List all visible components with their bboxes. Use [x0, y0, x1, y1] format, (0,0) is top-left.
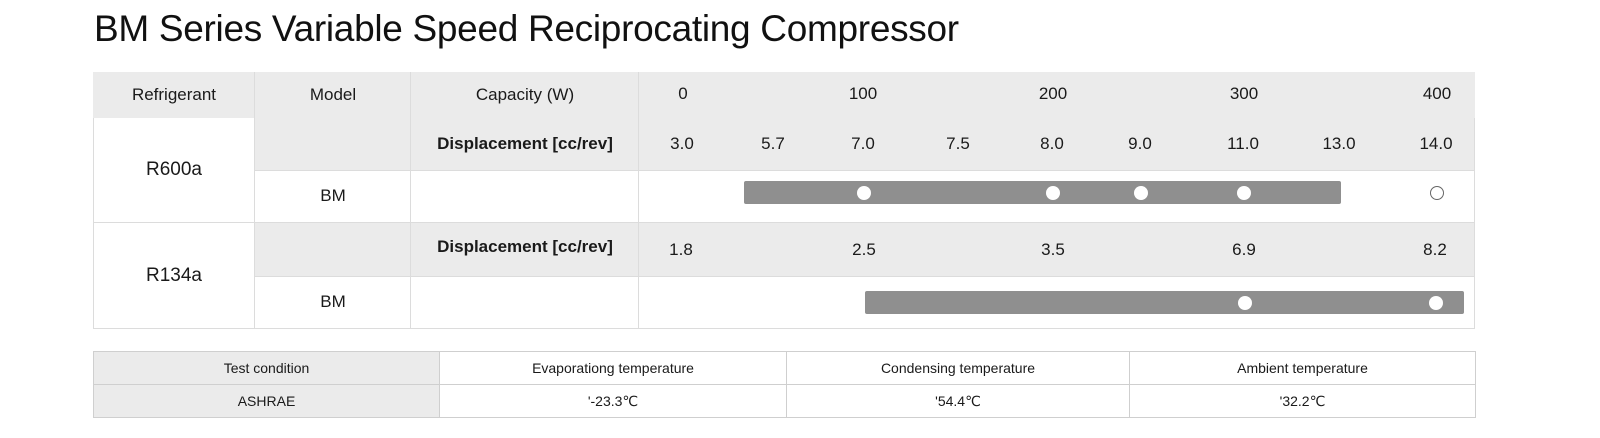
- r134a-refrigerant-cell: [93, 222, 255, 329]
- displacement-tick: 8.2: [1423, 240, 1447, 259]
- model-developing-dot: [1430, 186, 1444, 200]
- displacement-tick: 7.5: [946, 134, 970, 153]
- test-condition-header-row: Test condition Evaporationg temperature …: [93, 351, 1476, 385]
- displacement-tick: 13.0: [1322, 134, 1356, 153]
- model-available-dot: [1429, 296, 1443, 310]
- test-condition-header: Test condition: [93, 351, 440, 385]
- grid-line: [255, 276, 1475, 277]
- capacity-tick: 300: [1229, 84, 1259, 103]
- displacement-tick: 8.0: [1040, 134, 1064, 153]
- capacity-tick: 0: [678, 84, 688, 103]
- model-header: Model: [309, 85, 357, 104]
- grid-line: [254, 72, 255, 329]
- model-available-dot: [857, 186, 871, 200]
- capacity-scale: 0 100 200 300 400: [93, 72, 1475, 118]
- r134a-displacement-row: [255, 222, 1475, 276]
- displacement-tick: 6.9: [1232, 240, 1256, 259]
- displacement-label: Displacement [cc/rev]: [437, 134, 613, 153]
- grid-line: [1474, 118, 1475, 329]
- grid-line: [255, 170, 1475, 171]
- grid-line: [410, 72, 411, 329]
- range-r134a: [93, 276, 1475, 329]
- displacement-tick: 1.8: [669, 240, 693, 259]
- condensing-value: '54.4℃: [786, 384, 1130, 418]
- displacement-label: Displacement [cc/rev]: [437, 237, 613, 256]
- evaporating-value: '-23.3℃: [439, 384, 787, 418]
- displacement-tick: 11.0: [1227, 134, 1259, 153]
- page-title: BM Series Variable Speed Reciprocating C…: [94, 8, 959, 49]
- refrigerant-r134a: R134a: [146, 264, 202, 286]
- grid-line: [93, 328, 1475, 329]
- model-bm-r600a: BM: [320, 186, 346, 205]
- capacity-range-bar: [865, 291, 1464, 314]
- displacement-tick: 3.5: [1041, 240, 1065, 259]
- range-r600a: [93, 170, 1475, 222]
- displacement-tick: 5.7: [761, 134, 785, 153]
- refrigerant-header: Refrigerant: [131, 85, 217, 104]
- displacement-tick: 14.0: [1419, 134, 1453, 153]
- capacity-header: Capacity (W): [475, 85, 575, 104]
- header-row: [93, 72, 1475, 118]
- model-available-dot: [1046, 186, 1060, 200]
- capacity-tick: 200: [1038, 84, 1068, 103]
- model-bm-r134a: BM: [320, 292, 346, 311]
- displacement-tick: 7.0: [851, 134, 875, 153]
- capacity-tick: 400: [1422, 84, 1452, 103]
- grid-line: [638, 72, 639, 329]
- r600a-displacement-row: [255, 118, 1475, 170]
- model-available-dot: [1237, 186, 1251, 200]
- grid-line: [93, 222, 1475, 223]
- ambient-header: Ambient temperature: [1129, 351, 1476, 385]
- capacity-tick: 100: [848, 84, 878, 103]
- test-condition-value-row: ASHRAE '-23.3℃ '54.4℃ '32.2℃: [93, 384, 1476, 418]
- displacement-tick: 9.0: [1128, 134, 1152, 153]
- model-available-dot: [1134, 186, 1148, 200]
- spec-table: Refrigerant Model Capacity (W) 0 100 200 30…: [93, 72, 1475, 329]
- model-available-dot: [1238, 296, 1252, 310]
- ambient-value: '32.2℃: [1129, 384, 1476, 418]
- evaporating-header: Evaporationg temperature: [439, 351, 787, 385]
- displacement-tick: 2.5: [852, 240, 876, 259]
- capacity-range-bar: [744, 181, 1341, 204]
- ashrae-label: ASHRAE: [93, 384, 440, 418]
- displacement-values-r134a: 1.8 2.5 3.5 6.9 8.2: [93, 222, 1475, 276]
- condensing-header: Condensing temperature: [786, 351, 1130, 385]
- test-condition-table: Test condition Evaporationg temperature …: [93, 351, 1476, 418]
- displacement-tick: 3.0: [670, 134, 694, 153]
- refrigerant-r600a: R600a: [146, 159, 202, 180]
- grid-line: [93, 118, 94, 329]
- displacement-values-r600a: 3.0 5.7 7.0 7.5 8.0 9.0 11.0 13.0 14.0: [93, 118, 1475, 170]
- r600a-refrigerant-cell: [93, 118, 255, 222]
